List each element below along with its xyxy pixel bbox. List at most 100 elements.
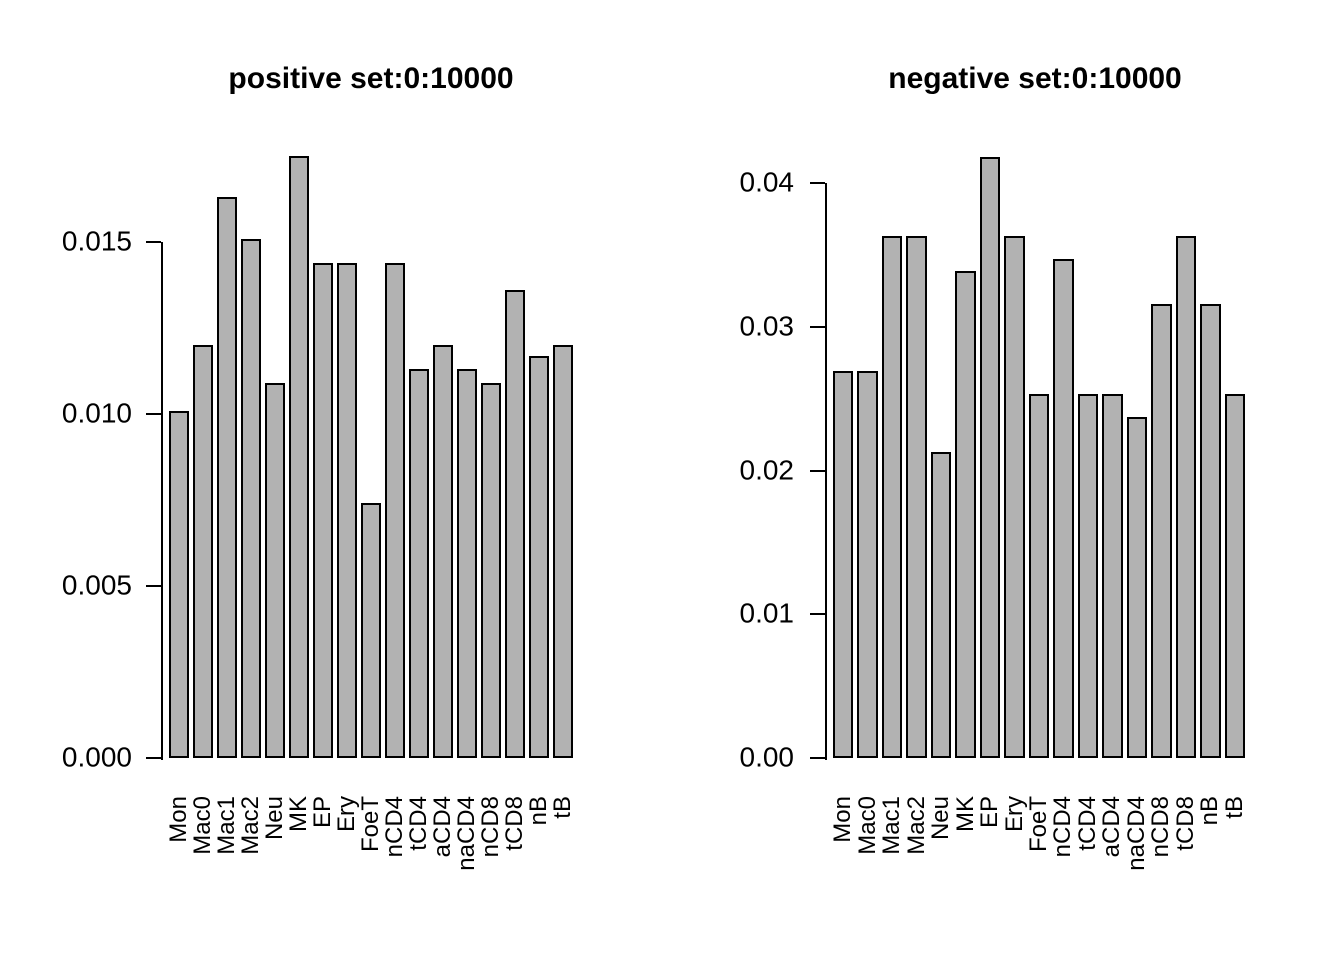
x-label-cell: FoeT [1025,796,1052,926]
y-tick-label: 0.010 [61,397,132,429]
y-axis-line [161,242,163,760]
bar-nCD4 [385,263,405,758]
bar-MK [955,271,976,758]
bar-Mac2 [241,239,261,758]
y-tick-mark [810,470,825,472]
bar-tCD8 [505,290,525,758]
bar-tCD8 [1175,236,1197,758]
y-tick-mark [810,182,825,184]
y-tick-label: 0.01 [739,597,795,629]
y-tick-mark [810,757,825,759]
x-axis-label: tB [1220,796,1248,819]
x-label-cell: Neu [927,796,954,926]
x-label-cell: tB [549,796,576,926]
bar-Mac2 [906,236,927,758]
y-tick-label: 0.02 [739,454,795,486]
bar-tB [553,345,573,758]
bar-FoeT [361,503,381,758]
bar-tB [1224,394,1245,758]
y-tick-mark [146,413,161,415]
bar-EP [979,157,1001,758]
bar-Mac1 [217,197,237,758]
bar-Mon [169,411,189,758]
x-label-cell: EP [976,796,1003,926]
x-label-cell: EP [309,796,336,926]
bar-Mon [833,371,854,758]
x-label-cell: nB [525,796,552,926]
x-axis-label: EP [976,796,1004,829]
y-tick-label: 0.005 [61,569,132,601]
y-tick-label: 0.04 [739,166,795,198]
y-tick-label: 0.03 [739,310,795,342]
x-label-cell: aCD4 [429,796,456,926]
x-label-cell: Mac2 [903,796,930,926]
y-tick-mark [146,585,161,587]
x-label-cell: Mon [829,796,856,926]
x-label-cell: FoeT [357,796,384,926]
x-label-cell: Mac0 [854,796,881,926]
x-label-cell: Mac1 [878,796,905,926]
x-label-cell: nCD4 [381,796,408,926]
bar-nCD8 [481,383,501,758]
x-label-cell: naCD4 [1123,796,1150,926]
x-label-cell: Ery [1001,796,1028,926]
bar-Neu [930,452,952,758]
x-label-cell: tCD8 [1172,796,1199,926]
bar-naCD4 [457,369,477,758]
x-label-cell: nCD8 [477,796,504,926]
x-axis-labels: Mon Mac0 Mac1 Mac2 Neu MK EP Ery FoeT nCD4 tCD4 aCD… [828,796,1250,926]
x-label-cell: nB [1196,796,1223,926]
x-label-cell: Mon [165,796,192,926]
bar-Mac1 [881,236,903,758]
bar-tCD4 [409,369,429,758]
y-tick-label: 0.015 [61,225,132,257]
x-axis-label: Mac1 [878,796,906,855]
bar-nB [529,356,549,758]
y-tick-label: 0.000 [61,741,132,773]
x-label-cell: MK [285,796,312,926]
bar-naCD4 [1126,417,1148,758]
bar-FoeT [1028,394,1050,758]
x-label-cell: Ery [333,796,360,926]
x-label-cell: tCD8 [501,796,528,926]
x-label-cell: tB [1221,796,1248,926]
bar-Mac0 [193,345,213,758]
bars-area [828,120,1250,758]
x-label-cell: naCD4 [453,796,480,926]
y-tick-mark [810,613,825,615]
right-chart-title: negative set:0:10000 [888,62,1182,95]
y-tick-label: 0.00 [739,741,795,773]
x-axis-labels: Mon Mac0 Mac1 Mac2 Neu MK EP Ery FoeT nCD4 tCD4 aCD… [164,796,578,926]
y-axis-line [825,183,827,760]
x-label-cell: tCD4 [1074,796,1101,926]
bar-aCD4 [433,345,453,758]
x-axis-label: tB [549,796,576,819]
x-label-cell: Mac2 [237,796,264,926]
x-label-cell: Mac1 [213,796,240,926]
x-label-cell: aCD4 [1098,796,1125,926]
bar-Ery [337,263,357,758]
bar-Mac0 [857,371,878,758]
bar-nCD4 [1053,259,1074,758]
x-label-cell: Mac0 [189,796,216,926]
bar-MK [289,156,309,758]
y-tick-mark [810,326,825,328]
x-axis-label: Neu [927,796,955,841]
x-label-cell: Neu [261,796,288,926]
bar-Ery [1004,236,1025,758]
bar-nCD8 [1151,304,1172,758]
bar-EP [313,263,333,758]
x-label-cell: nCD4 [1049,796,1076,926]
left-chart-title: positive set:0:10000 [228,62,514,95]
y-tick-mark [146,757,161,759]
x-label-cell: tCD4 [405,796,432,926]
bar-Neu [265,383,285,758]
y-tick-mark [146,241,161,243]
bars-area [164,120,578,758]
bar-tCD4 [1077,394,1099,758]
bar-nB [1200,304,1221,758]
x-label-cell: nCD8 [1147,796,1174,926]
bar-aCD4 [1102,394,1123,758]
x-label-cell: MK [952,796,979,926]
